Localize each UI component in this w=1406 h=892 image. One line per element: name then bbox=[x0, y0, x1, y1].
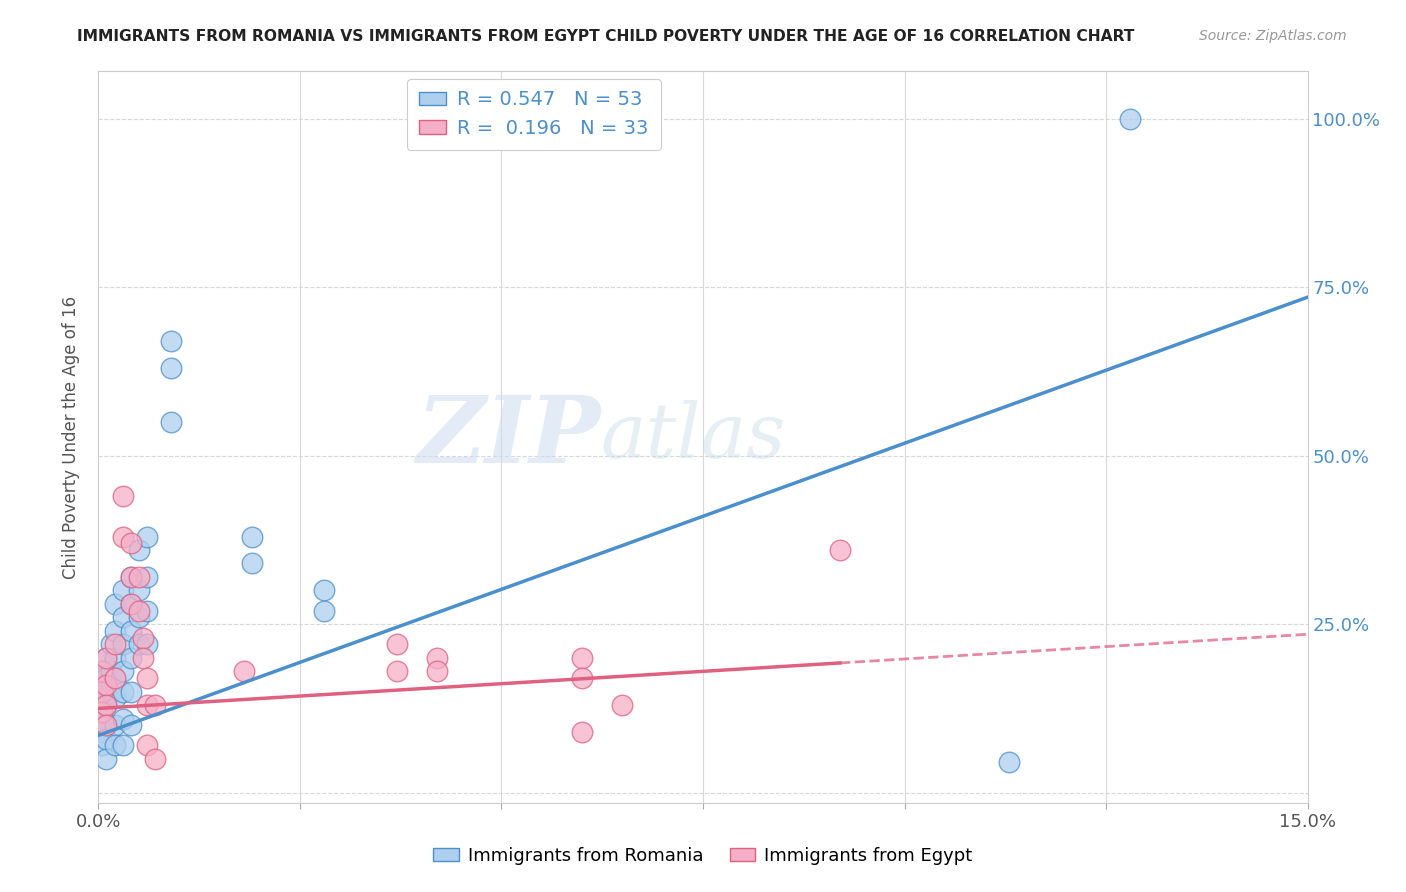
Point bbox=[96, 684, 118, 698]
Text: ZIP: ZIP bbox=[416, 392, 600, 482]
Point bbox=[132, 631, 155, 645]
Point bbox=[111, 583, 134, 598]
Point bbox=[111, 489, 134, 503]
Point bbox=[135, 570, 157, 584]
Legend: Immigrants from Romania, Immigrants from Egypt: Immigrants from Romania, Immigrants from… bbox=[426, 840, 980, 872]
Point bbox=[111, 739, 134, 753]
Point bbox=[91, 684, 114, 698]
Text: IMMIGRANTS FROM ROMANIA VS IMMIGRANTS FROM EGYPT CHILD POVERTY UNDER THE AGE OF : IMMIGRANTS FROM ROMANIA VS IMMIGRANTS FR… bbox=[77, 29, 1135, 44]
Point bbox=[91, 684, 114, 698]
Point bbox=[96, 651, 118, 665]
Point bbox=[314, 583, 336, 598]
Point bbox=[103, 637, 125, 651]
Point bbox=[103, 624, 125, 638]
Point bbox=[120, 684, 142, 698]
Point bbox=[128, 543, 150, 558]
Point bbox=[385, 665, 408, 679]
Point bbox=[96, 698, 118, 712]
Point bbox=[571, 651, 593, 665]
Point bbox=[103, 651, 125, 665]
Point bbox=[100, 637, 122, 651]
Point bbox=[135, 671, 157, 685]
Point bbox=[240, 557, 263, 571]
Point bbox=[135, 529, 157, 543]
Point bbox=[103, 597, 125, 611]
Point bbox=[103, 718, 125, 732]
Point bbox=[612, 698, 634, 712]
Point bbox=[111, 529, 134, 543]
Point bbox=[100, 684, 122, 698]
Point bbox=[128, 570, 150, 584]
Point bbox=[111, 665, 134, 679]
Point bbox=[120, 624, 142, 638]
Text: Source: ZipAtlas.com: Source: ZipAtlas.com bbox=[1199, 29, 1347, 43]
Point bbox=[100, 665, 122, 679]
Point bbox=[160, 415, 183, 429]
Point bbox=[91, 712, 114, 726]
Point bbox=[240, 529, 263, 543]
Point bbox=[120, 570, 142, 584]
Point bbox=[998, 756, 1021, 770]
Point bbox=[120, 597, 142, 611]
Point bbox=[120, 570, 142, 584]
Point bbox=[96, 698, 118, 712]
Point bbox=[96, 752, 118, 766]
Point bbox=[111, 637, 134, 651]
Text: atlas: atlas bbox=[600, 401, 786, 474]
Point bbox=[111, 712, 134, 726]
Legend: R = 0.547   N = 53, R =  0.196   N = 33: R = 0.547 N = 53, R = 0.196 N = 33 bbox=[406, 78, 661, 150]
Point bbox=[128, 610, 150, 624]
Point bbox=[96, 671, 118, 685]
Point bbox=[96, 718, 118, 732]
Point bbox=[426, 665, 449, 679]
Point bbox=[91, 705, 114, 719]
Point bbox=[232, 665, 254, 679]
Point bbox=[120, 597, 142, 611]
Point bbox=[103, 671, 125, 685]
Point bbox=[111, 610, 134, 624]
Point bbox=[96, 731, 118, 746]
Point bbox=[96, 678, 118, 692]
Point bbox=[120, 536, 142, 550]
Point bbox=[91, 698, 114, 712]
Point bbox=[143, 698, 166, 712]
Point bbox=[91, 725, 114, 739]
Point bbox=[96, 651, 118, 665]
Point bbox=[132, 651, 155, 665]
Point bbox=[96, 718, 118, 732]
Point bbox=[103, 671, 125, 685]
Point bbox=[828, 543, 851, 558]
Point bbox=[160, 334, 183, 348]
Point bbox=[160, 361, 183, 376]
Point bbox=[120, 651, 142, 665]
Point bbox=[103, 691, 125, 706]
Point bbox=[128, 637, 150, 651]
Point bbox=[135, 604, 157, 618]
Point bbox=[571, 725, 593, 739]
Point bbox=[103, 739, 125, 753]
Point bbox=[111, 684, 134, 698]
Point bbox=[135, 698, 157, 712]
Point bbox=[426, 651, 449, 665]
Point bbox=[1119, 112, 1142, 126]
Point bbox=[128, 583, 150, 598]
Point bbox=[91, 739, 114, 753]
Point bbox=[385, 637, 408, 651]
Point bbox=[135, 637, 157, 651]
Point bbox=[314, 604, 336, 618]
Point bbox=[91, 671, 114, 685]
Point bbox=[571, 671, 593, 685]
Point bbox=[143, 752, 166, 766]
Y-axis label: Child Poverty Under the Age of 16: Child Poverty Under the Age of 16 bbox=[62, 295, 80, 579]
Point bbox=[91, 665, 114, 679]
Point bbox=[135, 739, 157, 753]
Point bbox=[120, 718, 142, 732]
Point bbox=[128, 604, 150, 618]
